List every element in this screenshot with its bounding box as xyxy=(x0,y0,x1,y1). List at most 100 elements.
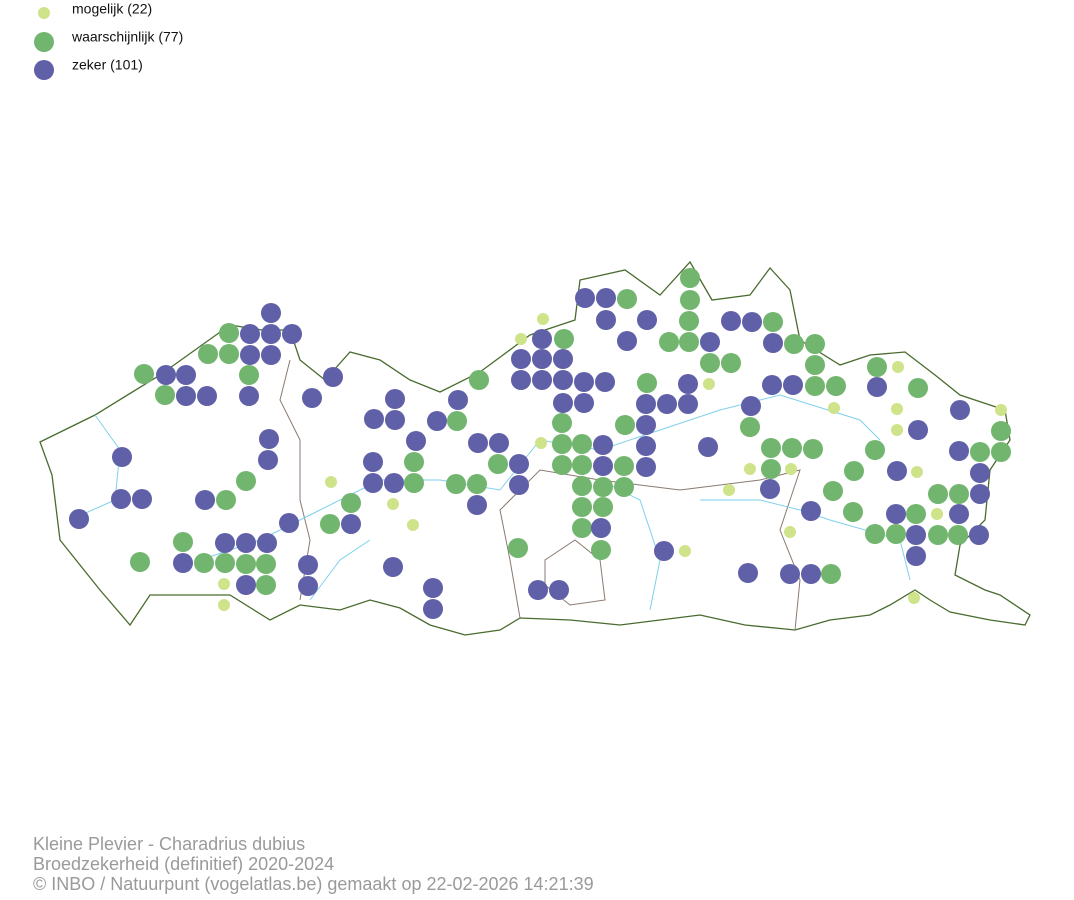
record-dot xyxy=(195,490,215,510)
record-dot xyxy=(591,518,611,538)
legend-swatch xyxy=(34,60,54,80)
record-dot xyxy=(508,538,528,558)
record-dot xyxy=(928,484,948,504)
record-dot xyxy=(891,424,903,436)
record-dot xyxy=(387,498,399,510)
record-dot xyxy=(617,331,637,351)
record-dot xyxy=(385,410,405,430)
record-dot xyxy=(528,580,548,600)
record-dot xyxy=(906,546,926,566)
record-dot xyxy=(554,329,574,349)
record-dot xyxy=(364,409,384,429)
footer-line: Broedzekerheid (definitief) 2020-2024 xyxy=(33,854,334,874)
record-dot xyxy=(325,476,337,488)
record-dot xyxy=(236,533,256,553)
record-dot xyxy=(549,580,569,600)
legend-label: waarschijnlijk (77) xyxy=(71,29,183,45)
record-dot xyxy=(931,508,943,520)
record-dot xyxy=(509,475,529,495)
record-dot xyxy=(488,454,508,474)
record-dot xyxy=(680,290,700,310)
record-dot xyxy=(636,415,656,435)
record-dot xyxy=(257,533,277,553)
record-dot xyxy=(239,386,259,406)
record-dot xyxy=(970,442,990,462)
footer-line: © INBO / Natuurpunt (vogelatlas.be) gema… xyxy=(33,874,594,894)
record-dot xyxy=(679,311,699,331)
legend: mogelijk (22) waarschijnlijk (77) zeker … xyxy=(34,1,183,80)
record-dot xyxy=(323,367,343,387)
record-dot xyxy=(552,434,572,454)
record-dot xyxy=(803,439,823,459)
record-dot xyxy=(593,497,613,517)
record-dot xyxy=(341,514,361,534)
legend-label: zeker (101) xyxy=(72,57,143,73)
record-dot xyxy=(218,599,230,611)
record-dot xyxy=(215,553,235,573)
record-dot xyxy=(385,389,405,409)
record-dot xyxy=(197,386,217,406)
record-dot xyxy=(805,334,825,354)
record-dot xyxy=(282,324,302,344)
legend-swatch xyxy=(34,32,54,52)
record-dot xyxy=(509,454,529,474)
record-dot xyxy=(760,479,780,499)
record-dot xyxy=(911,466,923,478)
record-dot xyxy=(823,481,843,501)
footer-line: Kleine Plevier - Charadrius dubius xyxy=(33,834,305,854)
record-dot xyxy=(553,370,573,390)
record-dot xyxy=(744,463,756,475)
record-dot xyxy=(636,394,656,414)
record-dot xyxy=(173,553,193,573)
record-dot xyxy=(703,378,715,390)
record-dot xyxy=(69,509,89,529)
record-dot xyxy=(761,438,781,458)
record-dot xyxy=(427,411,447,431)
record-dot xyxy=(404,452,424,472)
record-dot xyxy=(741,396,761,416)
record-dot xyxy=(657,394,677,414)
record-dot xyxy=(949,484,969,504)
record-dot xyxy=(615,415,635,435)
record-dot xyxy=(637,310,657,330)
record-dot xyxy=(572,434,592,454)
record-dot xyxy=(721,353,741,373)
record-dot xyxy=(553,349,573,369)
record-dot xyxy=(678,394,698,414)
record-dot xyxy=(782,438,802,458)
record-dot xyxy=(949,441,969,461)
record-dot xyxy=(928,525,948,545)
record-dot xyxy=(949,504,969,524)
record-dot xyxy=(511,370,531,390)
record-dot xyxy=(469,370,489,390)
record-dot xyxy=(176,365,196,385)
record-dot xyxy=(738,563,758,583)
record-dot xyxy=(783,375,803,395)
record-dot xyxy=(948,525,968,545)
record-layer xyxy=(69,268,1011,619)
record-dot xyxy=(844,461,864,481)
record-dot xyxy=(906,525,926,545)
region-outline xyxy=(39,260,1031,636)
record-dot xyxy=(614,477,634,497)
record-dot xyxy=(298,576,318,596)
record-dot xyxy=(659,332,679,352)
record-dot xyxy=(614,456,634,476)
record-dot xyxy=(908,420,928,440)
record-dot xyxy=(865,440,885,460)
record-dot xyxy=(423,599,443,619)
record-dot xyxy=(950,400,970,420)
record-dot xyxy=(721,311,741,331)
record-dot xyxy=(219,323,239,343)
record-dot xyxy=(236,471,256,491)
record-dot xyxy=(700,332,720,352)
record-dot xyxy=(467,495,487,515)
record-dot xyxy=(596,288,616,308)
record-dot xyxy=(219,344,239,364)
record-dot xyxy=(552,413,572,433)
record-dot xyxy=(279,513,299,533)
record-dot xyxy=(886,504,906,524)
record-dot xyxy=(801,564,821,584)
record-dot xyxy=(780,564,800,584)
record-dot xyxy=(637,373,657,393)
